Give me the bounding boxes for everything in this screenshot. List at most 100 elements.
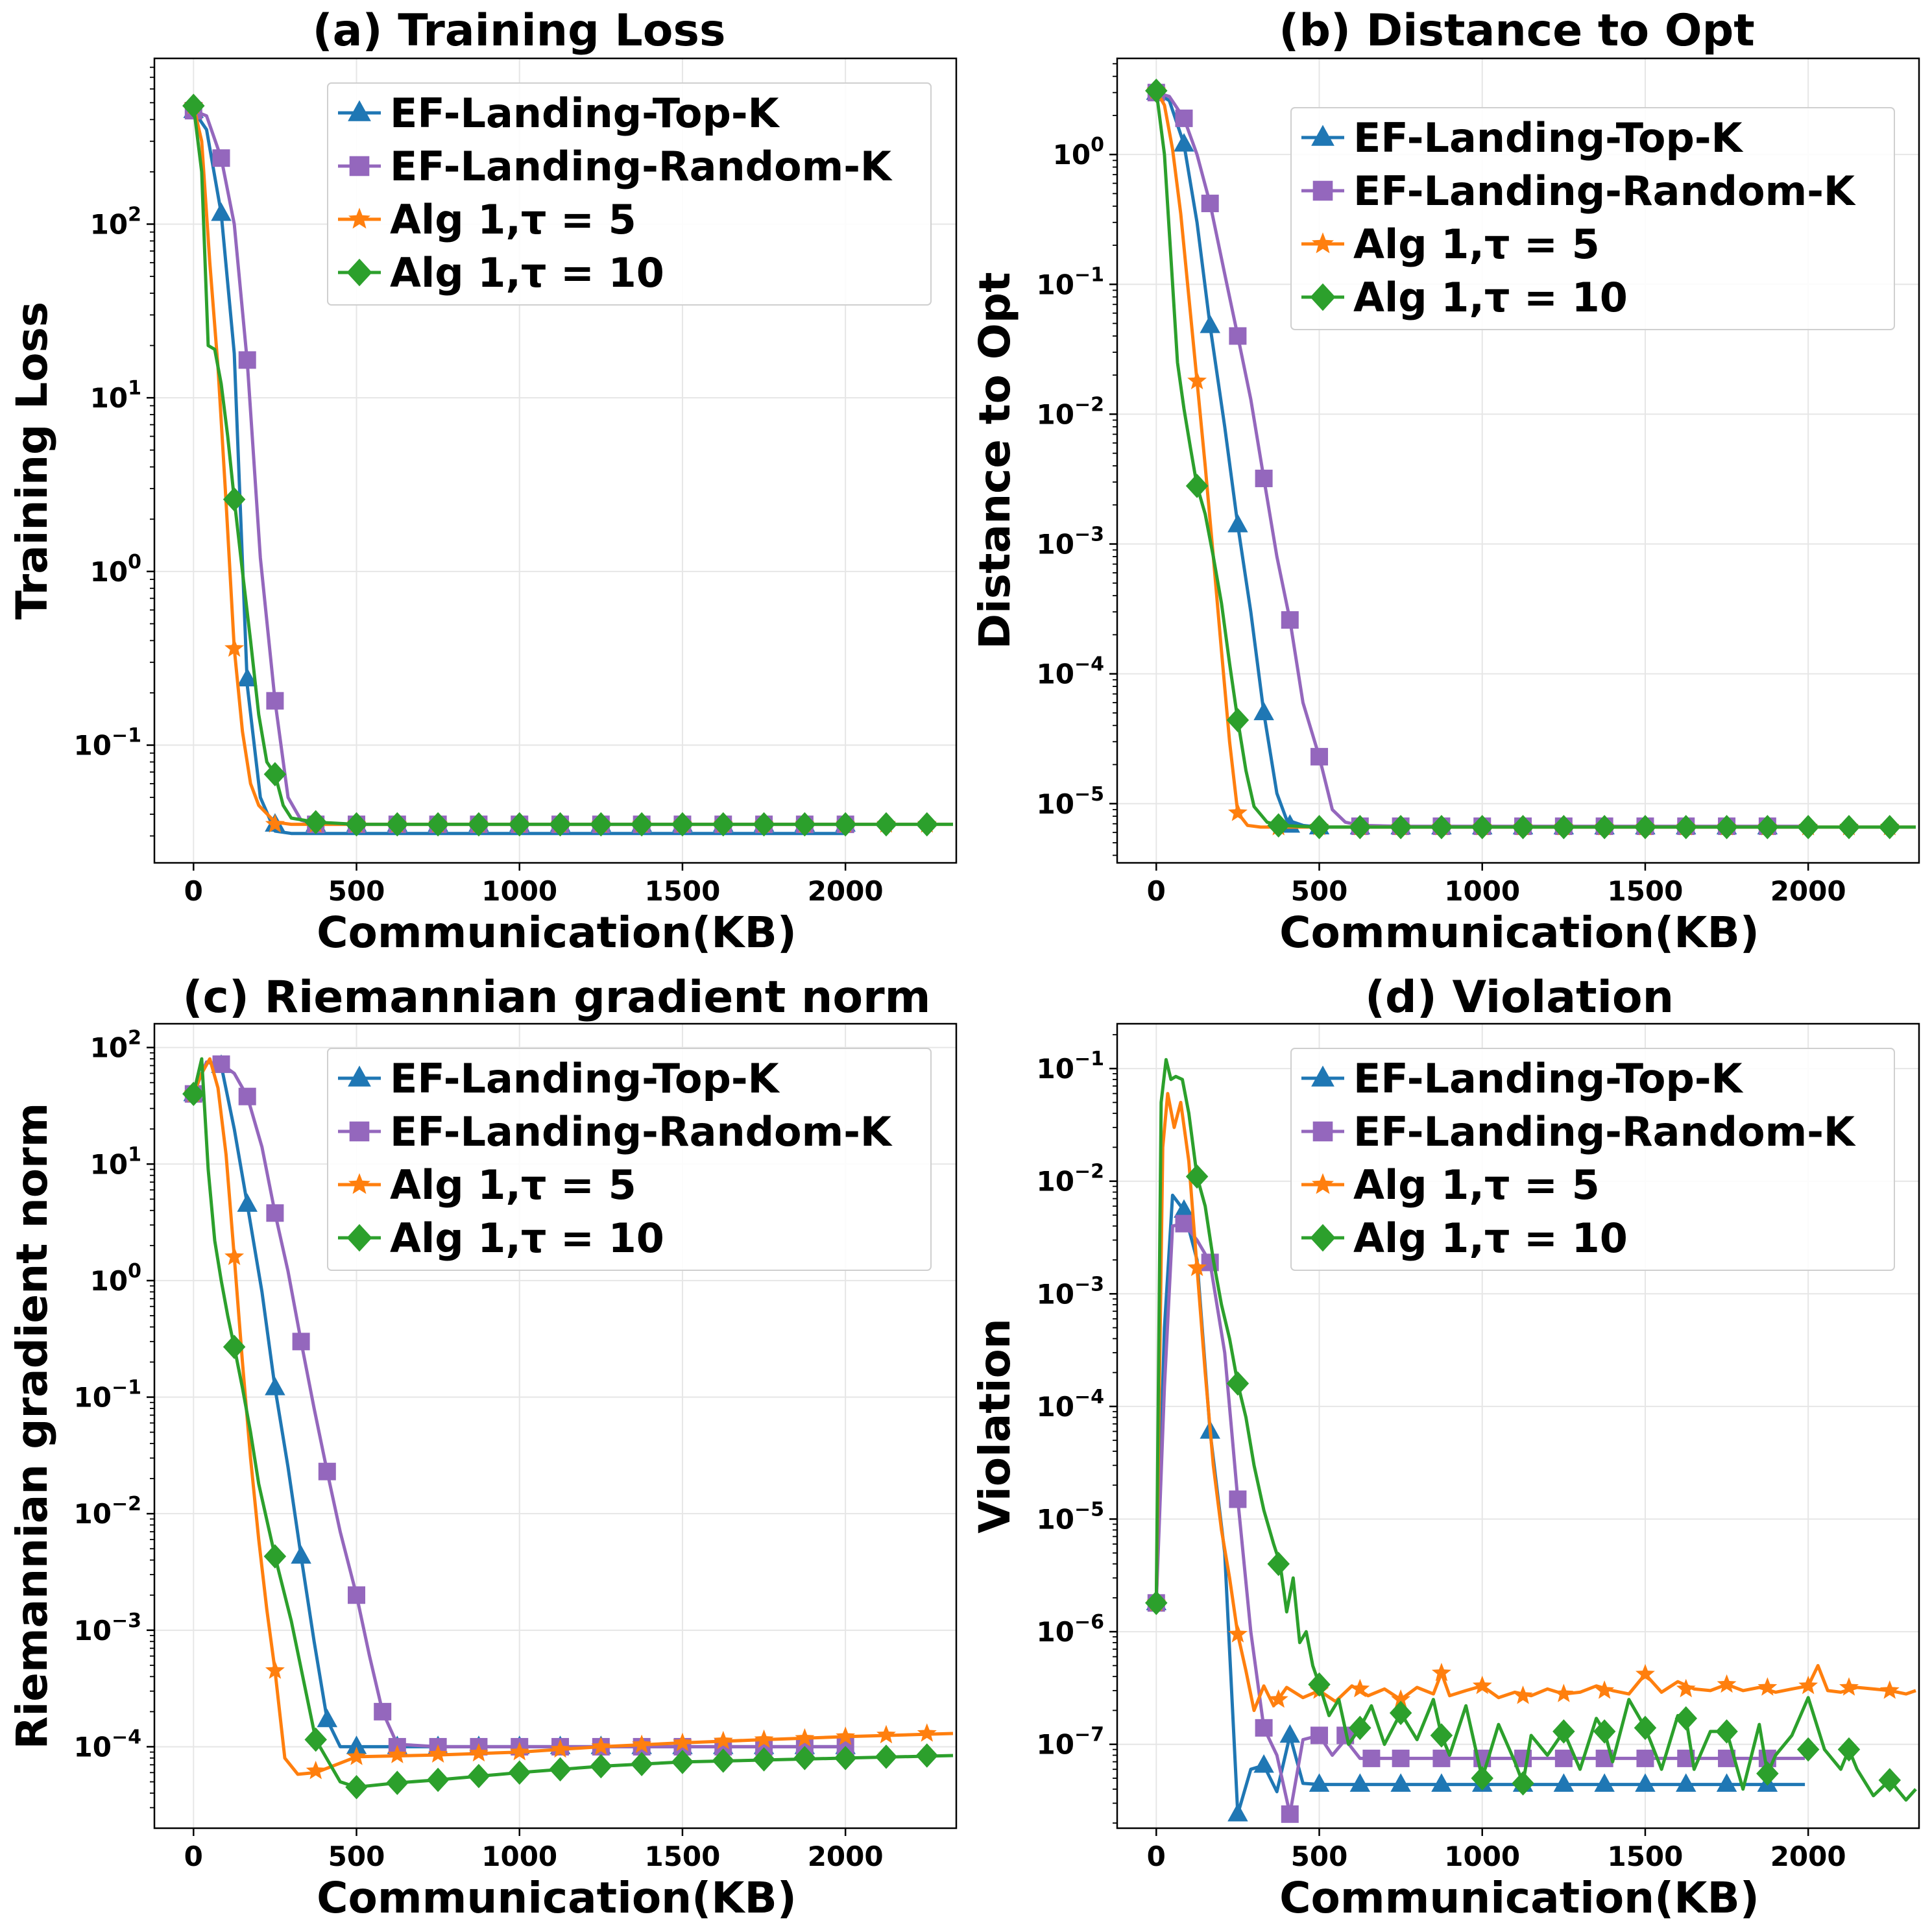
data-point	[387, 1745, 407, 1763]
series-line	[191, 105, 953, 827]
legend-label: EF-Landing-Top-K	[1353, 1055, 1744, 1102]
series-alg-1-10	[182, 93, 953, 837]
data-point	[1839, 1677, 1859, 1696]
data-point	[346, 1746, 367, 1765]
data-point	[1310, 1726, 1329, 1745]
data-point	[1389, 815, 1412, 839]
data-point	[1281, 611, 1299, 629]
data-point	[304, 1727, 327, 1752]
data-point	[1593, 815, 1616, 839]
x-tick-label: 1000	[481, 875, 557, 907]
legend-label: Alg 1,τ = 5	[390, 196, 636, 243]
data-point	[428, 1744, 448, 1763]
data-point	[1267, 813, 1290, 838]
legend-label: EF-Landing-Top-K	[1353, 114, 1744, 162]
x-tick-label: 2000	[1770, 1841, 1846, 1872]
data-point	[1185, 1164, 1209, 1189]
y-tick-label: 101	[90, 377, 141, 414]
y-tick-label: 10−4	[1037, 1386, 1104, 1423]
data-point	[834, 812, 857, 837]
plot-frame	[1116, 57, 1920, 864]
data-point	[1431, 1663, 1451, 1682]
data-point	[1145, 78, 1168, 103]
data-point	[1253, 701, 1274, 721]
y-axis-label: Training Loss	[7, 302, 57, 620]
data-point	[1310, 747, 1329, 766]
data-point	[182, 93, 205, 118]
data-point	[374, 1702, 392, 1721]
y-tick-label: 10−1	[1037, 263, 1104, 300]
data-point	[1430, 1723, 1453, 1748]
data-point	[223, 487, 246, 512]
panel-title: (d) Violation	[1365, 972, 1674, 1023]
data-point	[1512, 815, 1534, 839]
legend-marker	[1312, 1173, 1334, 1194]
data-point	[211, 202, 232, 221]
panel-c: (c) Riemannian gradient norm 0 500 1000 150…	[7, 972, 958, 1923]
data-point	[1798, 1675, 1818, 1695]
data-point	[915, 1743, 939, 1768]
legend-marker	[348, 208, 370, 229]
x-tick-label: 1500	[644, 875, 720, 907]
data-point	[1513, 1685, 1533, 1704]
ticks: 0 500 1000 1500 2000 102 101 100 10−1 10−2 10−3 10−…	[74, 1027, 884, 1872]
data-point	[1389, 1700, 1412, 1726]
data-point	[426, 1767, 450, 1793]
data-point	[1676, 1773, 1697, 1792]
legend-label: Alg 1,τ = 5	[390, 1161, 636, 1209]
data-point	[224, 1246, 245, 1265]
legend-marker	[349, 156, 370, 176]
x-axis-label: Communication(KB)	[1279, 1873, 1759, 1923]
data-point	[1227, 1803, 1248, 1822]
data-point	[1471, 815, 1493, 839]
data-point	[1229, 1490, 1247, 1508]
data-point	[1201, 195, 1219, 213]
data-point	[673, 1732, 692, 1752]
x-tick-label: 500	[1291, 875, 1348, 907]
series-group	[182, 1054, 954, 1800]
data-point	[345, 812, 368, 837]
data-point	[1175, 1214, 1193, 1233]
data-point	[1200, 314, 1220, 333]
data-point	[266, 1204, 284, 1222]
x-tick-label: 2000	[808, 1841, 884, 1872]
data-point	[876, 1724, 896, 1744]
data-point	[915, 812, 939, 837]
data-point	[1757, 1677, 1778, 1696]
data-point	[1554, 1684, 1574, 1702]
data-point	[1281, 1805, 1299, 1823]
legend-label: Alg 1,τ = 10	[390, 249, 664, 296]
series-line	[192, 110, 846, 836]
data-point	[266, 692, 284, 710]
series-ef-landing-top-k	[1146, 1193, 1805, 1822]
data-point	[348, 1586, 366, 1604]
y-tick-label: 101	[90, 1143, 141, 1180]
data-point	[1430, 815, 1453, 839]
x-tick-label: 1000	[1444, 875, 1520, 907]
data-point	[1837, 1737, 1861, 1762]
y-axis-label: Riemannian gradient norm	[7, 1103, 57, 1750]
ticks: 0 500 1000 1500 2000 102 101 100 10−1	[74, 66, 884, 907]
y-axis-label: Violation	[970, 1318, 1020, 1534]
data-point	[1552, 1719, 1575, 1744]
data-point	[630, 812, 653, 837]
y-tick-label: 10−2	[1037, 1161, 1104, 1198]
legend: EF-Landing-Top-K EF-Landing-Random-K Alg 1…	[1290, 1048, 1895, 1271]
data-point	[224, 638, 245, 657]
series-alg-1-10	[1145, 1057, 1917, 1802]
data-point	[1349, 1773, 1371, 1792]
legend-label: EF-Landing-Random-K	[1353, 1108, 1856, 1155]
series-line	[1154, 1092, 1916, 1712]
y-tick-label: 10−6	[1037, 1611, 1104, 1648]
data-point	[1174, 1199, 1194, 1218]
data-point	[1634, 815, 1657, 839]
panel-title: (b) Distance to Opt	[1279, 5, 1755, 56]
data-point	[1878, 815, 1902, 839]
x-tick-label: 500	[328, 1841, 385, 1872]
data-point	[1362, 1749, 1381, 1767]
data-point	[917, 1723, 937, 1742]
data-point	[671, 812, 694, 837]
legend-marker	[1312, 232, 1334, 254]
data-point	[1674, 1706, 1698, 1731]
data-point	[1594, 1773, 1615, 1792]
